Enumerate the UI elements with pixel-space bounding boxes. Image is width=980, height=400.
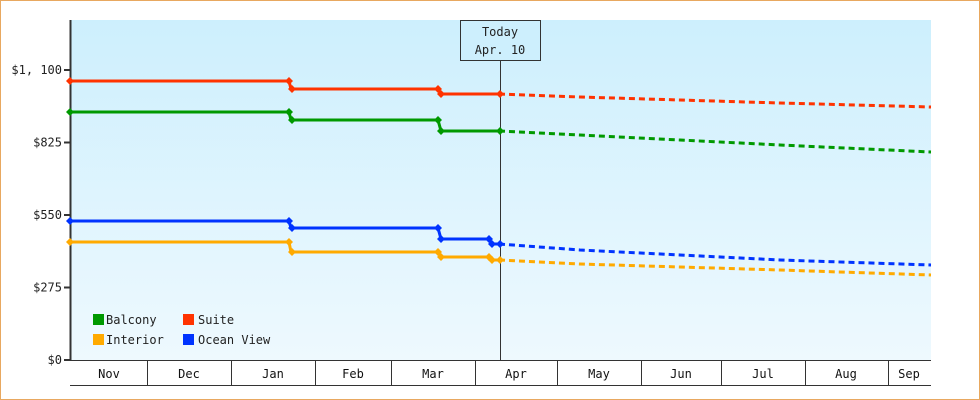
legend-item-suite[interactable]: Suite <box>183 313 234 327</box>
month-label-jul: Jul <box>752 367 774 381</box>
month-label-nov: Nov <box>98 367 120 381</box>
month-label-jan: Jan <box>262 367 284 381</box>
month-label-jun: Jun <box>670 367 692 381</box>
legend-swatch-icon <box>183 314 194 325</box>
legend-swatch-icon <box>183 334 194 345</box>
y-tick-label: $275 <box>33 281 62 295</box>
month-label-mar: Mar <box>422 367 444 381</box>
y-tick-label: $825 <box>33 136 62 150</box>
y-ticks <box>64 69 70 361</box>
today-box <box>460 20 541 61</box>
y-tick-label: $0 <box>48 353 62 367</box>
y-tick-label: $1, 100 <box>11 63 62 77</box>
month-label-feb: Feb <box>342 367 364 381</box>
month-label-may: May <box>588 367 610 381</box>
legend-swatch-icon <box>93 314 104 325</box>
legend-label: Balcony <box>106 313 157 327</box>
legend-label: Ocean View <box>198 333 271 347</box>
legend-item-balcony[interactable]: Balcony <box>93 313 157 327</box>
month-label-apr: Apr <box>505 367 527 381</box>
today-date: Apr. 10 <box>475 43 526 57</box>
series-balcony <box>66 108 932 154</box>
legend-label: Interior <box>106 333 164 347</box>
legend-label: Suite <box>198 313 234 327</box>
series-ocean-view <box>66 217 932 267</box>
legend-swatch-icon <box>93 334 104 345</box>
legend-item-interior[interactable]: Interior <box>93 333 164 347</box>
series-interior <box>66 238 932 277</box>
month-label-aug: Aug <box>835 367 857 381</box>
legend: Balcony Suite Interior Ocean View <box>93 313 271 347</box>
month-label-sep: Sep <box>898 367 920 381</box>
x-axis-month-strip <box>70 360 931 386</box>
y-tick-label: $550 <box>33 208 62 222</box>
legend-item-ocean-view[interactable]: Ocean View <box>183 333 271 347</box>
month-label-dec: Dec <box>178 367 200 381</box>
today-label: Today <box>482 25 518 39</box>
series-suite <box>66 77 932 109</box>
